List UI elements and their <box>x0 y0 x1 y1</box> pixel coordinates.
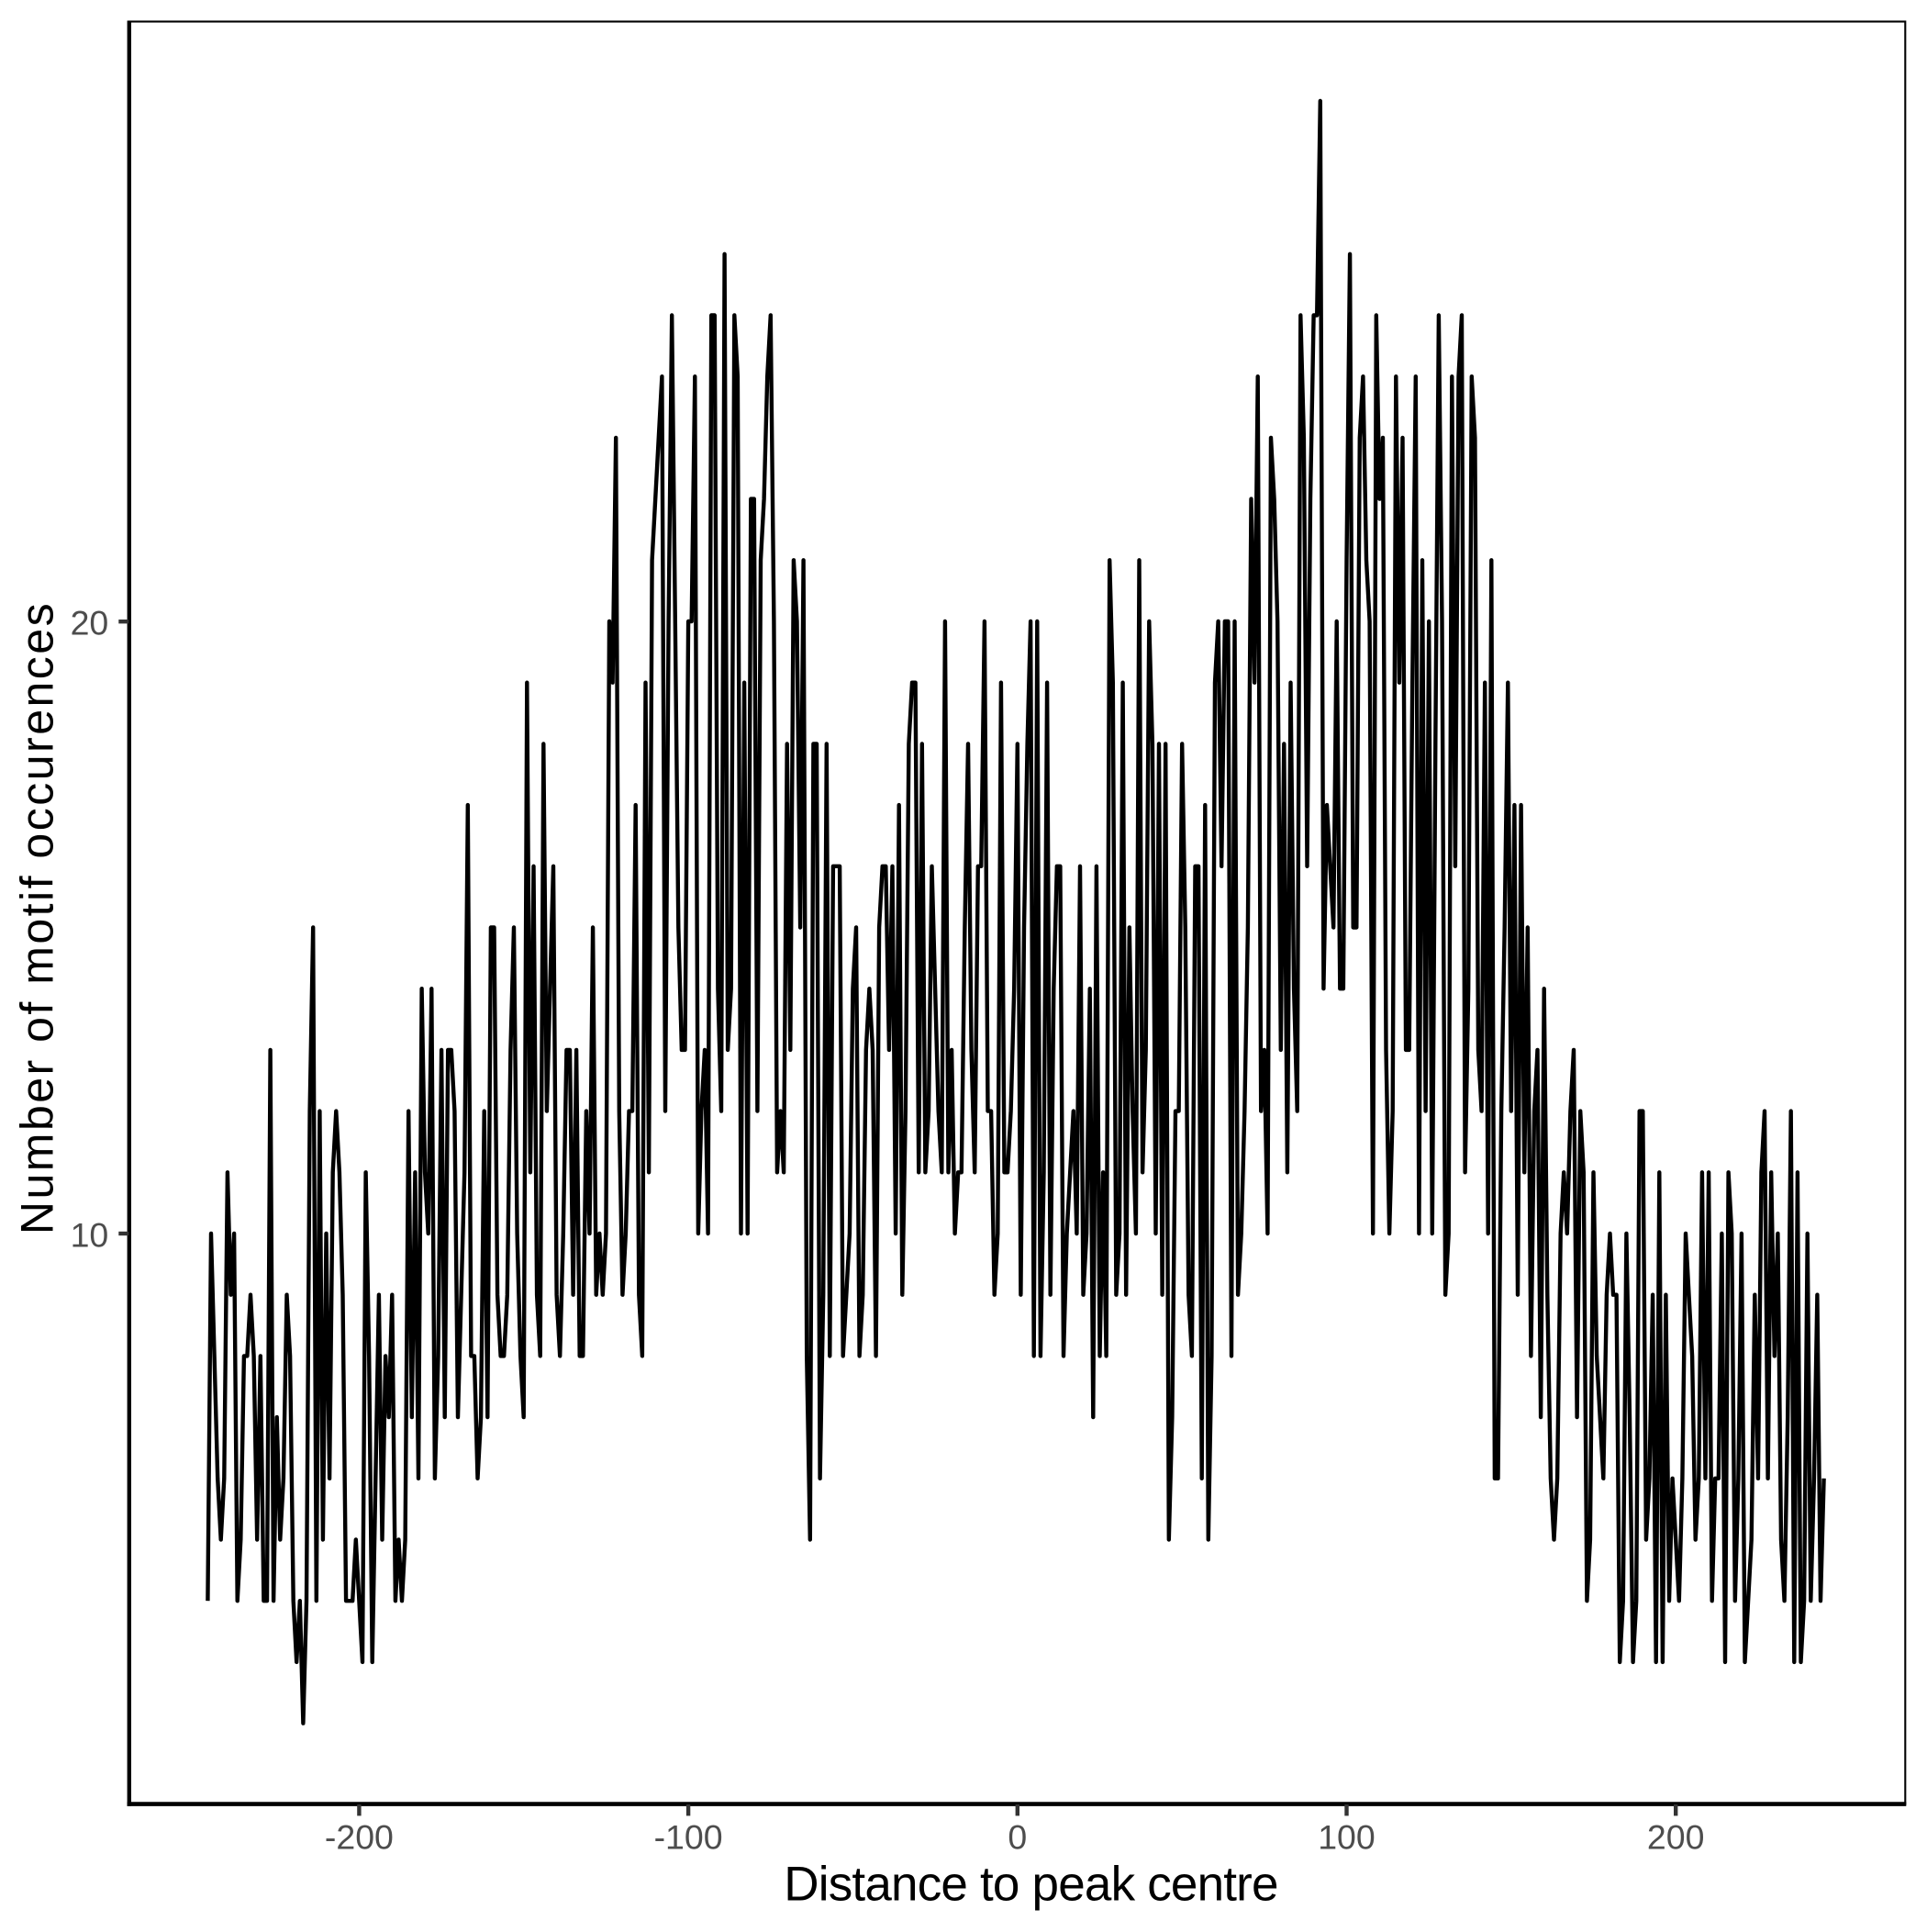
svg-text:200: 200 <box>1647 1818 1705 1857</box>
svg-text:20: 20 <box>71 604 109 642</box>
svg-text:Number of motif occurences: Number of motif occurences <box>12 601 63 1234</box>
svg-text:Distance to peak centre: Distance to peak centre <box>784 1857 1277 1911</box>
svg-text:0: 0 <box>1008 1818 1027 1857</box>
svg-text:100: 100 <box>1318 1818 1376 1857</box>
svg-text:-200: -200 <box>325 1818 394 1857</box>
svg-text:-100: -100 <box>654 1818 723 1857</box>
svg-text:10: 10 <box>71 1215 109 1254</box>
